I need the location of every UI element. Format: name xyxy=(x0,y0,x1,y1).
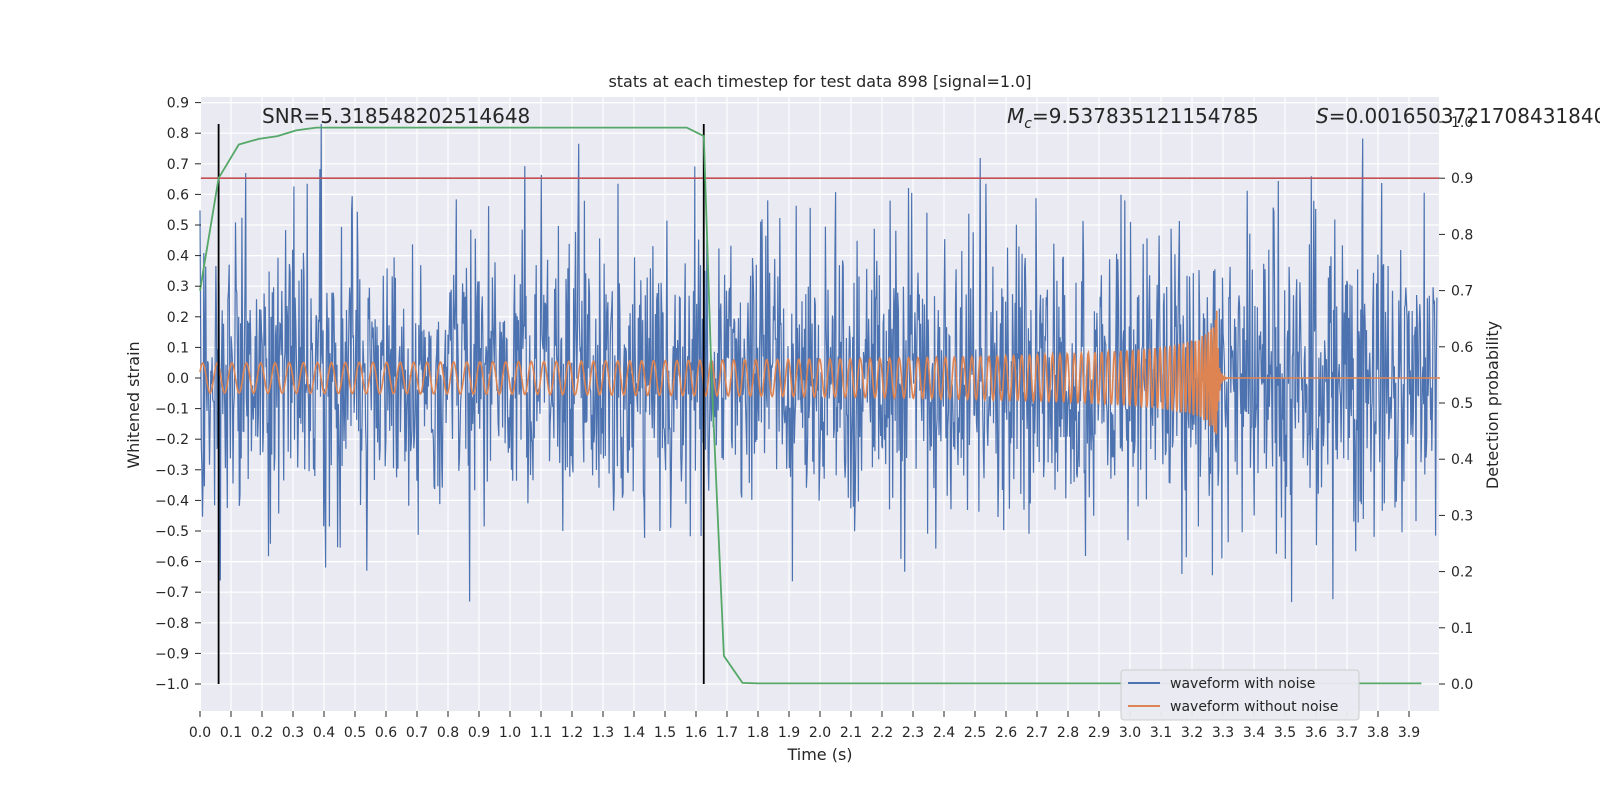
y-left-tick-label: 0.4 xyxy=(167,249,189,265)
x-tick-label: 3.8 xyxy=(1367,725,1389,741)
snr-annotation: SNR=5.318548202514648 xyxy=(262,104,530,128)
x-tick-label: 0.5 xyxy=(344,725,366,741)
y-right-tick-label: 0.2 xyxy=(1451,565,1473,581)
x-tick-label: 3.7 xyxy=(1336,725,1358,741)
x-tick-label: 2.0 xyxy=(809,725,831,741)
y-right-tick-label: 0.5 xyxy=(1451,396,1473,412)
x-tick-label: 2.6 xyxy=(995,725,1017,741)
y-right-tick-label: 1.0 xyxy=(1451,115,1473,131)
y-right-tick-label: 0.6 xyxy=(1451,340,1473,356)
s-value: =0.0016503721708431840 xyxy=(1329,104,1600,128)
x-tick-label: 2.5 xyxy=(964,725,986,741)
x-tick-label: 0.9 xyxy=(468,725,490,741)
series-waveform-with-noise xyxy=(199,123,1438,603)
x-tick-label: 2.7 xyxy=(1026,725,1048,741)
x-tick-label: 3.2 xyxy=(1181,725,1203,741)
chirp-mass-symbol: M xyxy=(1007,104,1024,128)
x-tick-label: 2.2 xyxy=(871,725,893,741)
y-left-tick-label: 0.7 xyxy=(167,157,189,173)
event-markers xyxy=(217,124,705,684)
y-axis-left-ticks: 0.9 0.8 0.7 0.6 0.5 0.4 0.3 0.2 0.1 0.0 −0.1 −0.2 −0… xyxy=(155,96,201,693)
y-right-tick-label: 0.8 xyxy=(1451,227,1473,243)
x-tick-label: 2.1 xyxy=(840,725,862,741)
x-tick-label: 1.0 xyxy=(499,725,521,741)
y-left-tick-label: −0.5 xyxy=(155,524,189,540)
x-tick-label: 0.6 xyxy=(375,725,397,741)
y-left-tick-label: 0.8 xyxy=(167,126,189,142)
legend-label: waveform without noise xyxy=(1170,699,1338,715)
x-tick-label: 3.6 xyxy=(1305,725,1327,741)
y-right-tick-label: 0.7 xyxy=(1451,284,1473,300)
y-right-tick-label: 0.0 xyxy=(1451,677,1473,693)
chirp-mass-value: =9.537835121154785 xyxy=(1032,104,1259,128)
y-left-tick-label: 0.3 xyxy=(167,279,189,295)
x-tick-label: 2.8 xyxy=(1057,725,1079,741)
y-left-tick-label: 0.5 xyxy=(167,218,189,234)
series-detection-probability xyxy=(199,126,1422,685)
y-left-tick-label: 0.0 xyxy=(167,371,189,387)
legend: waveform with noise waveform without nois… xyxy=(1120,669,1360,721)
y-left-tick-label: 0.6 xyxy=(167,187,189,203)
y-left-tick-label: −0.7 xyxy=(155,585,189,601)
chirp-mass-subscript: c xyxy=(1024,116,1032,132)
y-left-tick-label: −0.4 xyxy=(155,493,189,509)
x-tick-label: 1.6 xyxy=(685,725,707,741)
x-axis-ticks: 0.0 0.1 0.2 0.3 0.4 0.5 0.6 0.7 0.8 0.9 1.0 1.1 1.2 1… xyxy=(189,711,1420,741)
probability-trace xyxy=(199,126,1422,685)
x-tick-label: 0.7 xyxy=(406,725,428,741)
y-right-tick-label: 0.1 xyxy=(1451,621,1473,637)
chirp-mass-annotation: Mc=9.537835121154785 xyxy=(1007,104,1259,132)
x-tick-label: 3.3 xyxy=(1212,725,1234,741)
y-right-tick-label: 0.9 xyxy=(1451,171,1473,187)
y-axis-right-ticks: 1.0 0.9 0.8 0.7 0.6 0.5 0.4 0.3 0.2 0.1 0.0 xyxy=(1439,115,1473,693)
x-tick-label: 1.4 xyxy=(623,725,645,741)
x-tick-label: 1.9 xyxy=(778,725,800,741)
series-waveform-without-noise xyxy=(199,310,1440,435)
x-tick-label: 1.5 xyxy=(654,725,676,741)
x-tick-label: 1.2 xyxy=(561,725,583,741)
y-right-tick-label: 0.4 xyxy=(1451,452,1473,468)
x-tick-label: 0.3 xyxy=(282,725,304,741)
y-axis-left-label: Whitened strain xyxy=(124,341,143,468)
legend-box xyxy=(1120,669,1360,721)
y-left-tick-label: −0.6 xyxy=(155,555,189,571)
x-tick-label: 1.8 xyxy=(747,725,769,741)
s-annotation: S=0.0016503721708431840 xyxy=(1316,104,1600,128)
x-tick-label: 0.4 xyxy=(313,725,335,741)
x-tick-label: 3.4 xyxy=(1243,725,1265,741)
x-tick-label: 2.4 xyxy=(933,725,955,741)
x-tick-label: 3.9 xyxy=(1398,725,1420,741)
y-left-tick-label: −1.0 xyxy=(155,677,189,693)
s-symbol: S xyxy=(1316,104,1329,128)
x-tick-label: 1.3 xyxy=(592,725,614,741)
x-tick-label: 1.7 xyxy=(716,725,738,741)
y-left-tick-label: 0.9 xyxy=(167,96,189,112)
y-axis-right-label: Detection probability xyxy=(1483,321,1502,489)
x-tick-label: 3.0 xyxy=(1119,725,1141,741)
x-tick-label: 3.5 xyxy=(1274,725,1296,741)
x-tick-label: 0.2 xyxy=(251,725,273,741)
x-axis-label: Time (s) xyxy=(786,745,852,764)
y-left-tick-label: 0.2 xyxy=(167,310,189,326)
chart-title: stats at each timestep for test data 898… xyxy=(608,72,1031,91)
x-tick-label: 3.1 xyxy=(1150,725,1172,741)
y-left-tick-label: −0.9 xyxy=(155,646,189,662)
y-left-tick-label: −0.2 xyxy=(155,432,189,448)
x-tick-label: 2.3 xyxy=(902,725,924,741)
x-tick-label: 0.8 xyxy=(437,725,459,741)
x-tick-label: 2.9 xyxy=(1088,725,1110,741)
y-left-tick-label: 0.1 xyxy=(167,340,189,356)
y-left-tick-label: −0.8 xyxy=(155,616,189,632)
y-right-tick-label: 0.3 xyxy=(1451,508,1473,524)
x-tick-label: 0.0 xyxy=(189,725,211,741)
y-left-tick-label: −0.3 xyxy=(155,463,189,479)
legend-label: waveform with noise xyxy=(1170,676,1315,692)
x-tick-label: 1.1 xyxy=(530,725,552,741)
x-tick-label: 0.1 xyxy=(220,725,242,741)
y-left-tick-label: −0.1 xyxy=(155,402,189,418)
clean-trace xyxy=(199,310,1440,435)
noise-trace xyxy=(199,123,1438,603)
